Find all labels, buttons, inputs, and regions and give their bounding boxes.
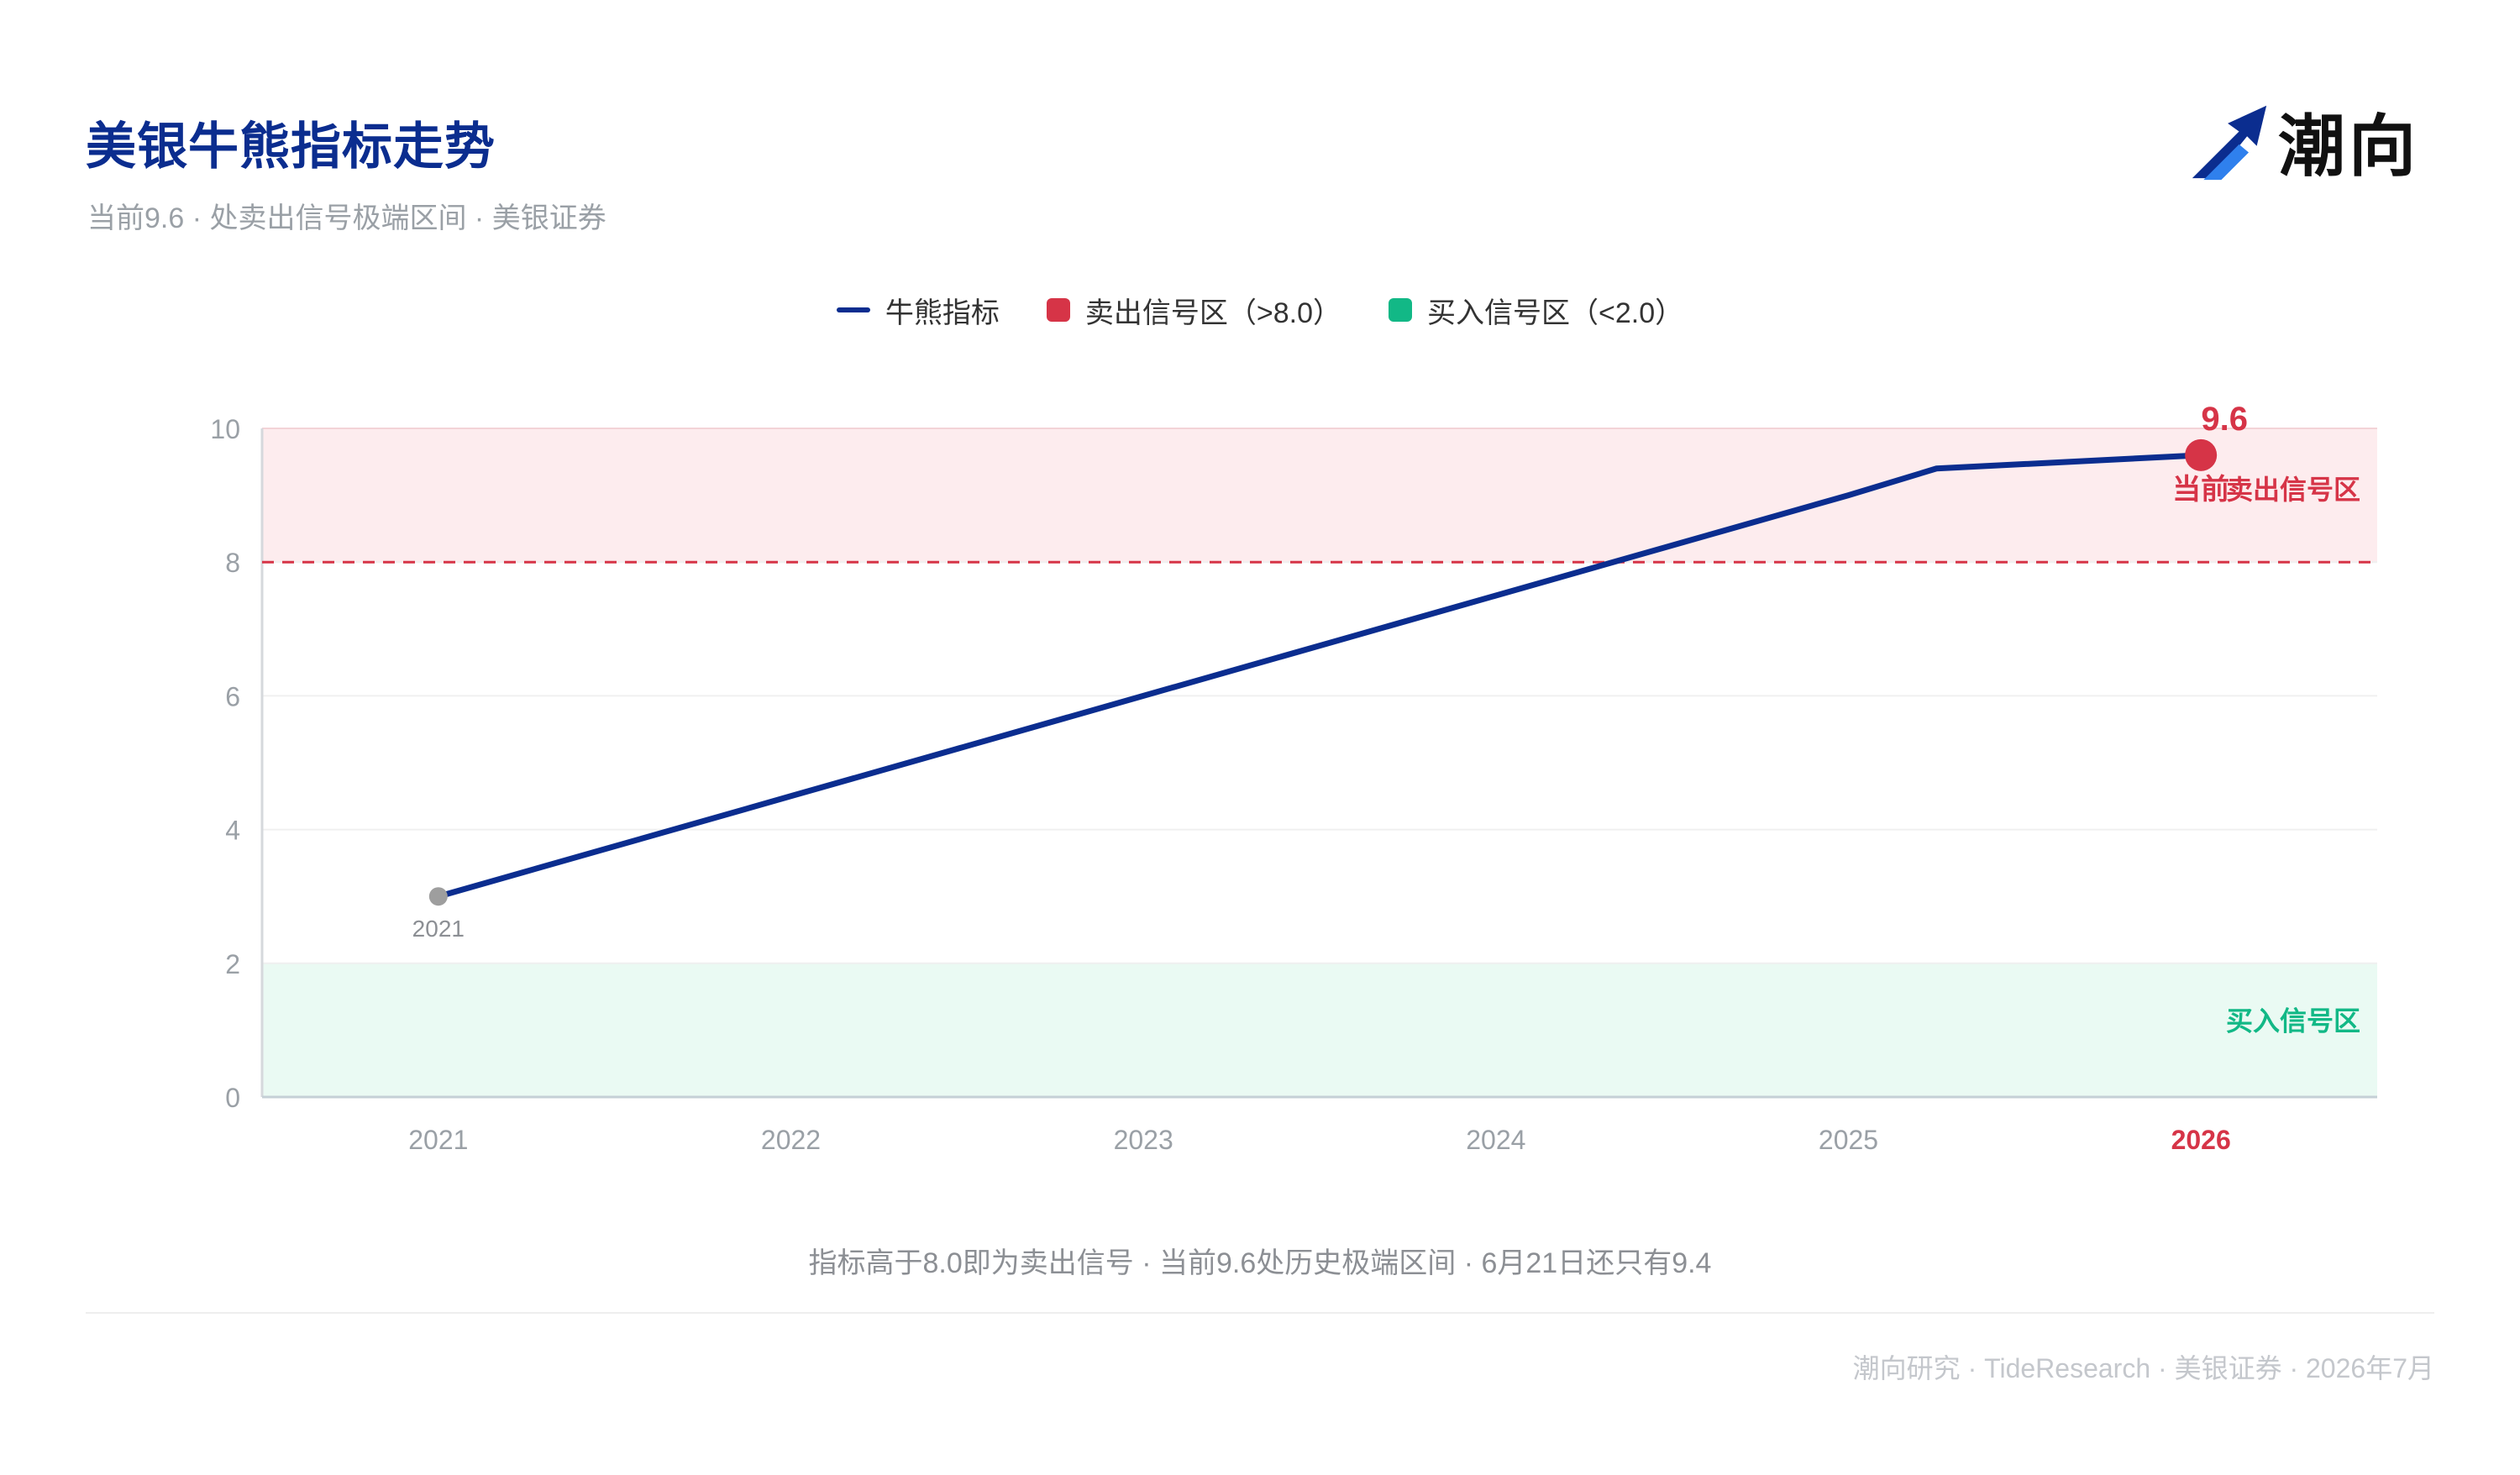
legend-item-sell: 卖出信号区（>8.0） bbox=[1046, 290, 1341, 331]
chart-note: 指标高于8.0即为卖出信号 · 当前9.6处历史极端区间 · 6月21日还只有9… bbox=[808, 1247, 1712, 1279]
y-tick-label: 8 bbox=[225, 548, 240, 578]
legend-label-sell: 卖出信号区（>8.0） bbox=[1084, 297, 1341, 329]
legend-label-index: 牛熊指标 bbox=[885, 297, 1000, 329]
current-point-label: 当前 bbox=[2172, 474, 2229, 506]
chart-subtitle: 当前9.6 · 处卖出信号极端区间 · 美银证券 bbox=[87, 202, 606, 234]
footer-divider bbox=[86, 1312, 2434, 1314]
x-tick-label: 2025 bbox=[1819, 1125, 1878, 1155]
y-tick-label: 0 bbox=[225, 1083, 240, 1113]
y-tick-label: 10 bbox=[210, 414, 240, 444]
brand-logo: 潮向 bbox=[2189, 99, 2419, 184]
x-tick-label: 2024 bbox=[1466, 1125, 1525, 1155]
current-point-marker bbox=[2185, 438, 2218, 471]
series-line-bull-bear-index bbox=[435, 452, 2204, 900]
legend-label-buy: 买入信号区（<2.0） bbox=[1427, 297, 1684, 329]
current-value-label: 9.6 bbox=[2201, 401, 2248, 438]
x-tick-label: 2026 bbox=[2171, 1125, 2231, 1155]
start-point-marker bbox=[428, 887, 448, 906]
legend-swatch-sell bbox=[1046, 298, 1070, 322]
buy-zone-band bbox=[262, 963, 2377, 1097]
legend-item-buy: 买入信号区（<2.0） bbox=[1389, 290, 1683, 331]
legend-swatch-index bbox=[836, 307, 870, 312]
x-tick-label: 2021 bbox=[408, 1125, 468, 1155]
legend-swatch-buy bbox=[1389, 298, 1412, 322]
start-point-label: 2021 bbox=[412, 916, 465, 942]
x-tick-label: 2023 bbox=[1114, 1125, 1173, 1155]
chart-title: 美银牛熊指标走势 bbox=[86, 118, 496, 175]
y-tick-label: 4 bbox=[225, 816, 240, 846]
arrow-logo-icon bbox=[2192, 105, 2267, 181]
sell-zone-label: 卖出信号区 bbox=[2226, 475, 2360, 505]
y-tick-label: 2 bbox=[225, 949, 240, 979]
buy-zone-label: 买入信号区 bbox=[2226, 1005, 2360, 1036]
x-tick-label: 2022 bbox=[761, 1125, 821, 1155]
brand-name: 潮向 bbox=[2278, 109, 2419, 184]
sell-zone-band bbox=[262, 428, 2377, 563]
footer-credit: 潮向研究 · TideResearch · 美银证券 · 2026年7月 bbox=[1852, 1353, 2434, 1383]
y-tick-label: 6 bbox=[225, 681, 240, 711]
chart-legend: 牛熊指标 卖出信号区（>8.0） 买入信号区（<2.0） bbox=[0, 289, 2520, 331]
legend-item-index: 牛熊指标 bbox=[836, 290, 1000, 331]
